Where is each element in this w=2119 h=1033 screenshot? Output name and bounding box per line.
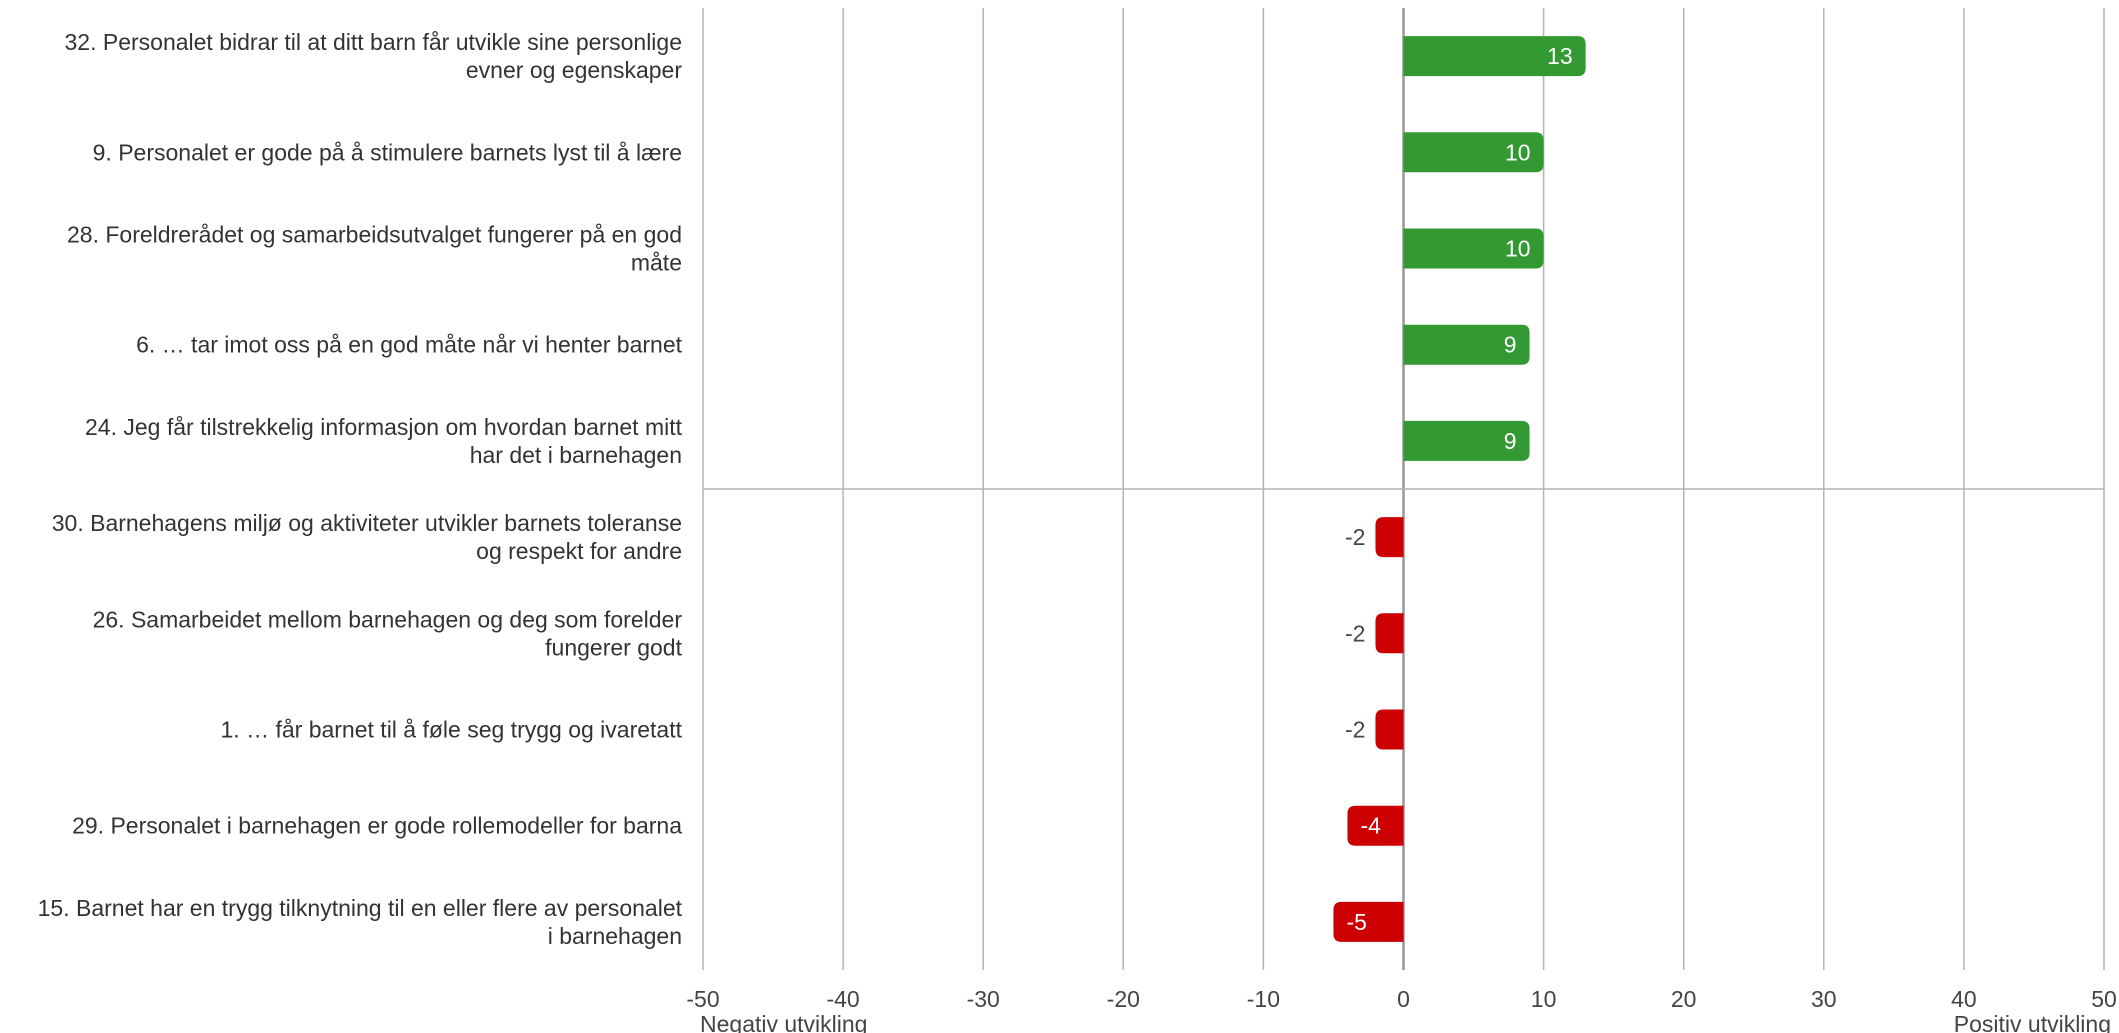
category-label: 26. Samarbeidet mellom barnehagen og deg…	[93, 606, 683, 660]
bar-value-label: 10	[1505, 236, 1531, 262]
bar	[1403, 324, 1530, 365]
category-label-line: 15. Barnet har en trygg tilknytning til …	[38, 895, 683, 921]
bar-value-label: -2	[1345, 620, 1365, 646]
x-tick-label: 0	[1397, 986, 1410, 1012]
category-label: 15. Barnet har en trygg tilknytning til …	[38, 895, 683, 949]
x-tick-label: -40	[826, 986, 859, 1012]
category-label-line: har det i barnehagen	[470, 442, 682, 468]
value-labels: 13 10 10 9 9 -2 -2 -2 -4 -5	[1345, 43, 1573, 935]
category-label: 32. Personalet bidrar til at ditt barn f…	[65, 29, 683, 83]
bar-value-label: 9	[1504, 428, 1517, 454]
bar	[1403, 36, 1586, 77]
category-label: 30. Barnehagens miljø og aktiviteter utv…	[52, 510, 682, 564]
category-label-line: evner og egenskaper	[466, 57, 682, 83]
bar-value-label: -5	[1346, 909, 1366, 935]
category-label-line: 9. Personalet er gode på å stimulere bar…	[93, 139, 682, 165]
category-label: 9. Personalet er gode på å stimulere bar…	[93, 139, 682, 165]
bar	[1403, 420, 1530, 461]
bars	[1333, 36, 1586, 942]
bar	[1375, 709, 1404, 750]
category-label: 1. … får barnet til å føle seg trygg og …	[221, 717, 683, 743]
category-label-line: i barnehagen	[548, 923, 682, 949]
category-label-line: 24. Jeg får tilstrekkelig informasjon om…	[85, 414, 683, 440]
category-label-line: og respekt for andre	[476, 538, 682, 564]
category-label-line: 28. Foreldrerådet og samarbeidsutvalget …	[67, 222, 682, 248]
bar	[1375, 613, 1404, 654]
x-tick-label: -50	[686, 986, 719, 1012]
category-label-line: 6. … tar imot oss på en god måte når vi …	[136, 332, 683, 358]
bar-value-label: 9	[1504, 332, 1517, 358]
bar	[1403, 132, 1544, 173]
x-tick-label: 30	[1811, 986, 1837, 1012]
bar-value-label: 13	[1547, 43, 1573, 69]
x-tick-label: 40	[1951, 986, 1977, 1012]
x-tick-label: 20	[1671, 986, 1697, 1012]
x-tick-label: 50	[2091, 986, 2117, 1012]
x-tick-label: -10	[1247, 986, 1280, 1012]
bar-value-label: -4	[1360, 813, 1381, 839]
category-labels: 32. Personalet bidrar til at ditt barn f…	[38, 29, 683, 949]
category-label-line: 26. Samarbeidet mellom barnehagen og deg…	[93, 606, 683, 632]
category-label-line: måte	[631, 250, 682, 276]
category-label-line: 1. … får barnet til å føle seg trygg og …	[221, 717, 683, 743]
bar	[1333, 901, 1404, 942]
x-tick-label: -20	[1107, 986, 1140, 1012]
x-axis-negative-label: Negativ utvikling	[700, 1011, 867, 1033]
bar-value-label: -2	[1345, 524, 1365, 550]
bar	[1347, 805, 1404, 846]
category-label-line: fungerer godt	[545, 634, 682, 660]
bar	[1403, 228, 1544, 269]
category-label: 24. Jeg får tilstrekkelig informasjon om…	[85, 414, 683, 468]
bar	[1375, 517, 1404, 558]
category-label: 6. … tar imot oss på en god måte når vi …	[136, 332, 683, 358]
bar-value-label: -2	[1345, 717, 1365, 743]
category-label: 29. Personalet i barnehagen er gode roll…	[72, 813, 682, 839]
bar-value-label: 10	[1505, 139, 1531, 165]
category-label-line: 30. Barnehagens miljø og aktiviteter utv…	[52, 510, 682, 536]
x-tick-label: -30	[967, 986, 1000, 1012]
category-label-line: 32. Personalet bidrar til at ditt barn f…	[65, 29, 683, 55]
x-axis-positive-label: Positiv utvikling	[1954, 1011, 2111, 1033]
x-tick-label: 10	[1531, 986, 1557, 1012]
category-label: 28. Foreldrerådet og samarbeidsutvalget …	[67, 222, 682, 276]
x-axis: Negativ utvikling Positiv utvikling -50 -…	[686, 986, 2116, 1033]
category-label-line: 29. Personalet i barnehagen er gode roll…	[72, 813, 682, 839]
